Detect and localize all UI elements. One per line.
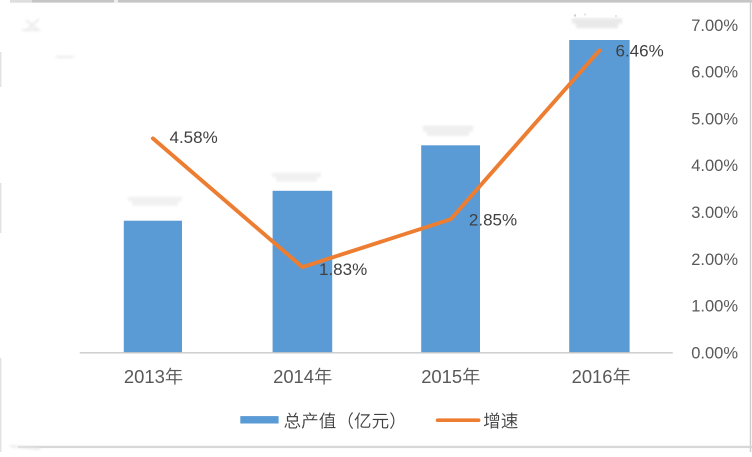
svg-text:2013: 2013	[124, 366, 165, 387]
svg-text:4.00%: 4.00%	[691, 157, 738, 175]
svg-text:6.46%: 6.46%	[616, 42, 664, 61]
svg-text:2014: 2014	[273, 366, 314, 387]
svg-text:2.85%: 2.85%	[469, 210, 517, 229]
svg-text:3.00%: 3.00%	[691, 204, 738, 222]
svg-text:2016: 2016	[572, 366, 613, 387]
svg-text:0.00%: 0.00%	[691, 344, 738, 362]
svg-text:2.00%: 2.00%	[691, 251, 738, 269]
svg-text:6.00%: 6.00%	[691, 64, 738, 82]
svg-text:7.00%: 7.00%	[691, 17, 738, 35]
svg-text:1.83%: 1.83%	[319, 260, 367, 279]
svg-text:5.00%: 5.00%	[691, 110, 738, 128]
svg-text:1.00%: 1.00%	[691, 298, 738, 316]
svg-text:2015: 2015	[421, 366, 462, 387]
svg-text:4.58%: 4.58%	[170, 128, 218, 147]
